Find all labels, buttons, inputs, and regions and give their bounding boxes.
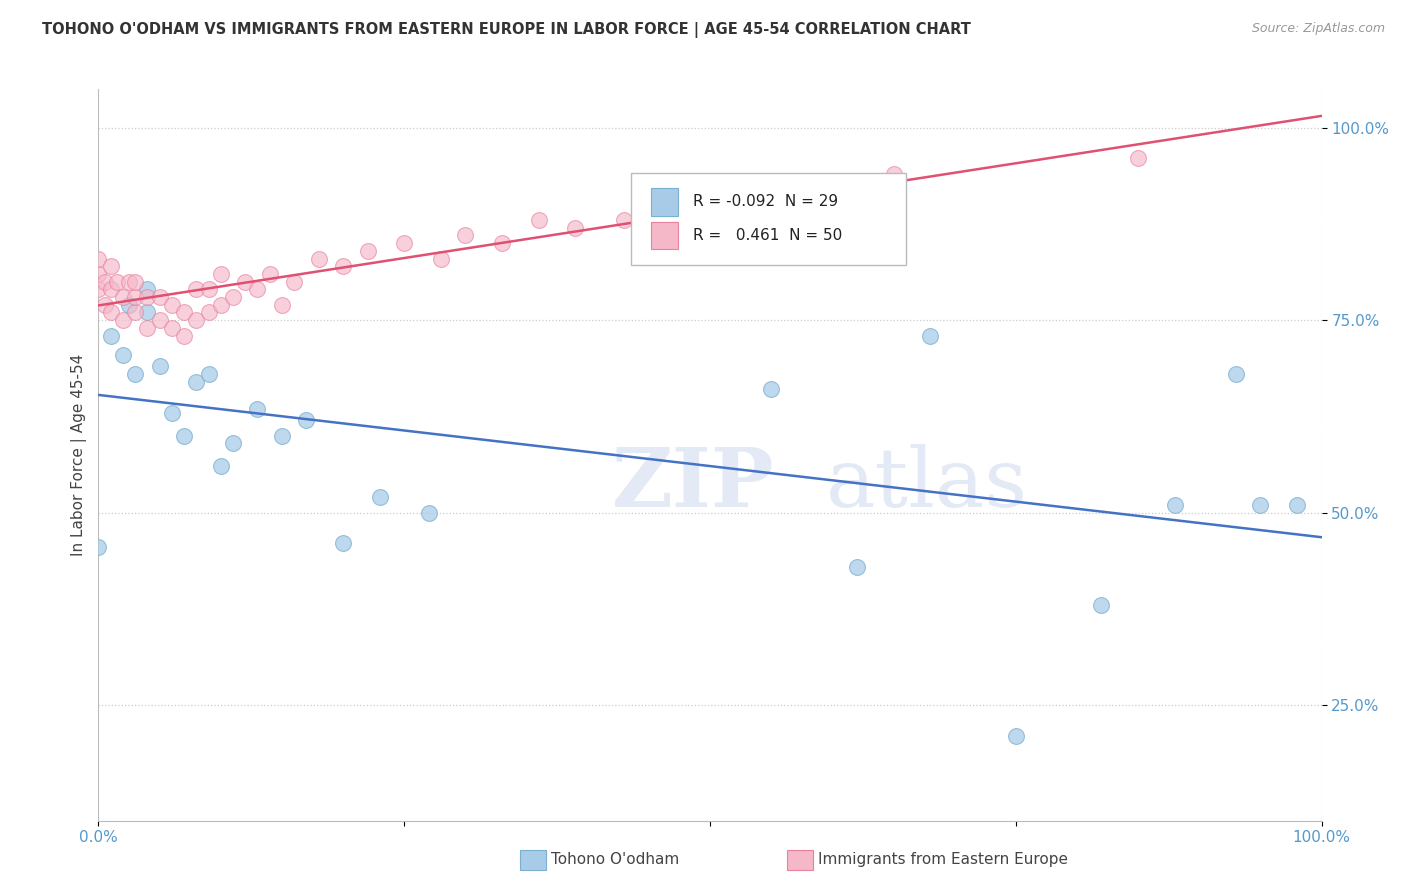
Point <box>160 298 183 312</box>
Point <box>308 252 330 266</box>
Point <box>149 359 172 374</box>
Point <box>149 313 172 327</box>
Point <box>209 459 232 474</box>
Point <box>87 252 110 266</box>
FancyBboxPatch shape <box>630 173 905 265</box>
Point <box>430 252 453 266</box>
Point <box>197 282 219 296</box>
Point <box>1004 729 1026 743</box>
Point <box>222 290 245 304</box>
Point <box>246 401 269 416</box>
Text: atlas: atlas <box>827 444 1028 524</box>
Point <box>491 236 513 251</box>
Point <box>233 275 256 289</box>
Text: TOHONO O'ODHAM VS IMMIGRANTS FROM EASTERN EUROPE IN LABOR FORCE | AGE 45-54 CORR: TOHONO O'ODHAM VS IMMIGRANTS FROM EASTER… <box>42 22 972 38</box>
Point <box>761 383 783 397</box>
Point <box>186 375 208 389</box>
Point <box>124 275 146 289</box>
Point <box>173 305 195 319</box>
Point <box>118 275 141 289</box>
Text: Tohono O'odham: Tohono O'odham <box>551 853 679 867</box>
Point <box>111 348 134 362</box>
Point <box>283 275 305 289</box>
Text: ZIP: ZIP <box>612 444 775 524</box>
Point <box>186 282 208 296</box>
Point <box>454 228 477 243</box>
Text: Immigrants from Eastern Europe: Immigrants from Eastern Europe <box>818 853 1069 867</box>
Point <box>87 282 110 296</box>
Point <box>93 275 115 289</box>
Point <box>173 328 195 343</box>
Point <box>332 260 354 274</box>
Point <box>136 290 159 304</box>
Point <box>136 305 159 319</box>
Point <box>332 536 354 550</box>
Point <box>270 428 294 442</box>
Point <box>124 290 146 304</box>
Point <box>209 298 232 312</box>
Point <box>87 541 110 555</box>
Point <box>209 267 232 281</box>
Text: R = -0.092  N = 29: R = -0.092 N = 29 <box>693 194 838 210</box>
Point <box>118 298 141 312</box>
Point <box>259 267 281 281</box>
Point <box>1128 152 1150 166</box>
Point <box>124 367 146 381</box>
Point <box>197 305 219 319</box>
Point <box>173 428 195 442</box>
Text: Source: ZipAtlas.com: Source: ZipAtlas.com <box>1251 22 1385 36</box>
Point <box>1249 498 1271 512</box>
Point <box>356 244 378 258</box>
Text: R =   0.461  N = 50: R = 0.461 N = 50 <box>693 228 842 243</box>
Point <box>418 506 440 520</box>
Point <box>527 213 550 227</box>
Point <box>883 167 905 181</box>
Point <box>100 282 122 296</box>
Point <box>392 236 416 251</box>
Point <box>93 298 115 312</box>
Point <box>160 406 183 420</box>
Point <box>613 213 636 227</box>
Point <box>111 290 134 304</box>
Point <box>920 328 942 343</box>
Point <box>186 313 208 327</box>
Point <box>111 313 134 327</box>
Point <box>1164 498 1187 512</box>
Point <box>222 436 245 450</box>
Point <box>797 182 820 196</box>
Point <box>723 197 745 211</box>
Point <box>149 290 172 304</box>
Y-axis label: In Labor Force | Age 45-54: In Labor Force | Age 45-54 <box>72 354 87 556</box>
Point <box>100 305 122 319</box>
Point <box>1286 498 1309 512</box>
Point <box>197 367 219 381</box>
FancyBboxPatch shape <box>651 221 678 250</box>
Point <box>368 490 391 504</box>
Point <box>1225 367 1247 381</box>
Point <box>662 205 685 219</box>
Point <box>246 282 269 296</box>
Point <box>100 328 122 343</box>
Point <box>295 413 318 427</box>
Point <box>270 298 294 312</box>
Point <box>136 282 159 296</box>
Point <box>160 321 183 335</box>
FancyBboxPatch shape <box>651 188 678 216</box>
Point <box>1090 598 1112 612</box>
Point <box>87 267 110 281</box>
Point <box>105 275 128 289</box>
Point <box>136 321 159 335</box>
Point <box>845 559 868 574</box>
Point <box>100 260 122 274</box>
Point <box>564 220 586 235</box>
Point <box>124 305 146 319</box>
